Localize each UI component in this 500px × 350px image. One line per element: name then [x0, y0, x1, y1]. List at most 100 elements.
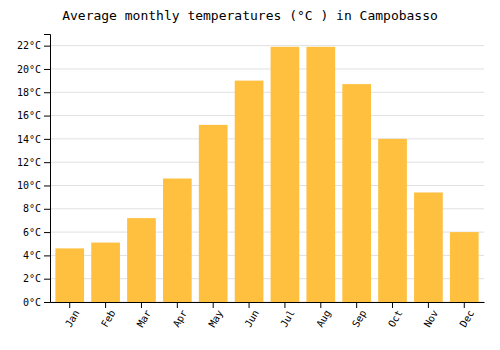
bar: [91, 243, 120, 302]
tick-mark: [44, 116, 50, 117]
tick-label: 16°C: [17, 110, 41, 121]
tick-mark: [284, 302, 285, 308]
x-tick: Mar: [135, 302, 154, 329]
x-axis: Jan Feb Mar Apr May Jun Jul Aug Sep Oct Nov Dec: [51, 302, 485, 329]
y-tick: 0°C: [23, 297, 50, 308]
bar: [306, 47, 335, 302]
grid-line: [50, 162, 484, 163]
x-tick: Nov: [422, 302, 441, 329]
y-tick: 12°C: [17, 157, 50, 168]
tick-label: 0°C: [23, 297, 41, 308]
tick-label: Dec: [458, 308, 477, 329]
chart: 0°C 2°C 4°C 6°C 8°C 10°C 12°C 14°C 16°C 18°C 20°C 2…: [0, 0, 500, 350]
tick-label: 18°C: [17, 87, 41, 98]
bar: [55, 248, 84, 302]
tick-mark: [141, 302, 142, 308]
tick-mark: [44, 92, 50, 93]
tick-mark: [44, 46, 50, 47]
tick-label: Apr: [171, 308, 190, 329]
bar: [414, 192, 443, 302]
x-tick: Jan: [63, 302, 82, 329]
y-tick: 2°C: [23, 273, 50, 284]
x-tick: Aug: [314, 302, 333, 329]
tick-mark: [44, 255, 50, 256]
x-tick: Jul: [278, 302, 297, 329]
tick-label: Mar: [135, 308, 154, 329]
y-tick: 18°C: [17, 87, 50, 98]
tick-mark: [249, 302, 250, 308]
plot-area: 0°C 2°C 4°C 6°C 8°C 10°C 12°C 14°C 16°C 18°C 20°C 2…: [17, 35, 485, 330]
tick-mark: [428, 302, 429, 308]
tick-label: Oct: [386, 308, 405, 329]
tick-label: 4°C: [23, 250, 41, 261]
y-tick: 4°C: [23, 250, 50, 261]
x-tick: Sep: [350, 302, 369, 329]
grid-line: [50, 68, 484, 69]
bar: [342, 84, 371, 302]
tick-label: May: [206, 308, 225, 329]
grid-line: [50, 115, 484, 116]
bar: [450, 232, 479, 302]
x-tick: Oct: [386, 302, 405, 329]
tick-mark: [177, 302, 178, 308]
tick-mark: [44, 302, 50, 303]
grid-line: [50, 138, 484, 139]
tick-label: 6°C: [23, 227, 41, 238]
tick-label: 2°C: [23, 273, 41, 284]
tick-label: 8°C: [23, 203, 41, 214]
tick-mark: [69, 302, 70, 308]
y-tick: 22°C: [17, 40, 50, 51]
tick-label: Nov: [422, 308, 441, 329]
y-tick: 20°C: [17, 64, 50, 75]
tick-mark: [44, 185, 50, 186]
tick-mark: [464, 302, 465, 308]
tick-label: Feb: [99, 308, 118, 329]
tick-mark: [44, 232, 50, 233]
tick-label: Jul: [278, 308, 297, 329]
tick-mark: [44, 279, 50, 280]
tick-label: Jan: [63, 308, 82, 329]
y-tick: 6°C: [23, 227, 50, 238]
tick-label: 22°C: [17, 40, 41, 51]
bars: [55, 47, 478, 302]
tick-label: 20°C: [17, 64, 41, 75]
grid-line: [50, 45, 484, 46]
tick-mark: [356, 302, 357, 308]
bar: [235, 81, 264, 302]
tick-label: Jun: [242, 308, 261, 329]
tick-mark: [105, 302, 106, 308]
x-tick: May: [206, 302, 225, 329]
tick-mark: [213, 302, 214, 308]
tick-label: Aug: [314, 308, 333, 329]
x-tick: Dec: [458, 302, 477, 329]
y-tick: 16°C: [17, 110, 50, 121]
bar: [163, 178, 192, 302]
tick-label: 10°C: [17, 180, 41, 191]
y-axis: 0°C 2°C 4°C 6°C 8°C 10°C 12°C 14°C 16°C 18°C 20°C 2…: [17, 35, 51, 308]
bar: [378, 139, 407, 302]
x-tick: Jun: [242, 302, 261, 329]
tick-mark: [44, 69, 50, 70]
tick-label: 14°C: [17, 134, 41, 145]
grid: [50, 46, 484, 302]
tick-mark: [44, 139, 50, 140]
grid-line: [50, 185, 484, 186]
tick-mark: [44, 209, 50, 210]
axis-line: [44, 35, 51, 303]
title: Average monthly temperatures (°C ) in Ca…: [62, 8, 438, 23]
bar: [127, 218, 156, 302]
x-tick: Apr: [171, 302, 190, 329]
bar: [199, 125, 228, 302]
y-tick: 8°C: [23, 203, 50, 214]
tick-mark: [44, 162, 50, 163]
y-tick: 14°C: [17, 134, 50, 145]
tick-mark: [392, 302, 393, 308]
grid-line: [50, 92, 484, 93]
axis-line: [51, 302, 485, 303]
bar: [271, 47, 300, 302]
y-tick: 10°C: [17, 180, 50, 191]
tick-label: 12°C: [17, 157, 41, 168]
tick-label: Sep: [350, 308, 369, 329]
x-tick: Feb: [99, 302, 118, 329]
tick-mark: [320, 302, 321, 308]
